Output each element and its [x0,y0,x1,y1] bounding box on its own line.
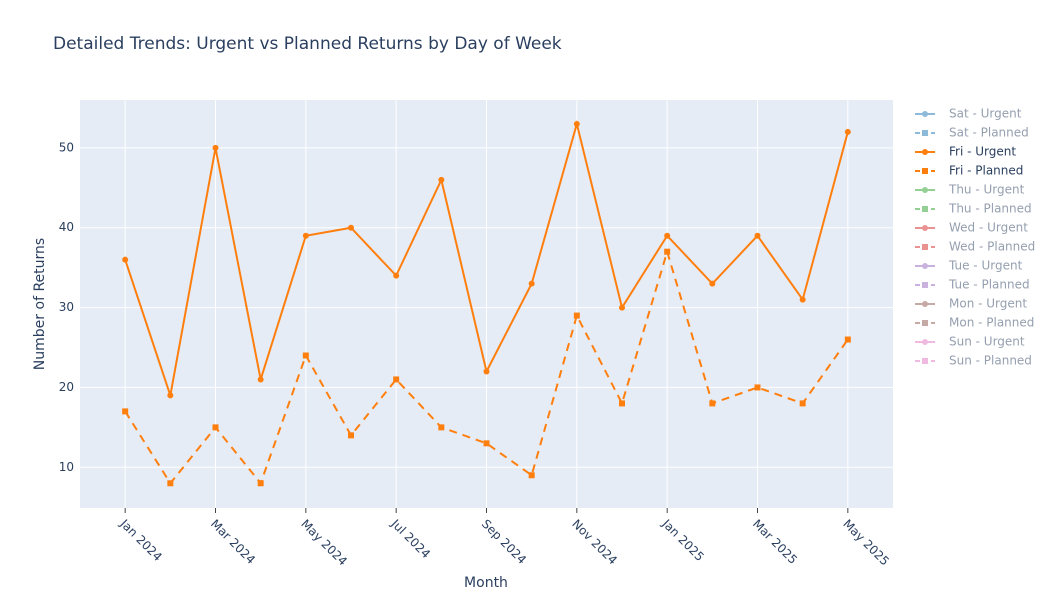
data-point [754,232,761,239]
legend-item[interactable]: Sat - Urgent [915,107,1022,121]
data-point [799,400,806,407]
y-axis-title: Number of Returns [32,238,48,370]
legend-item[interactable]: Fri - Planned [915,164,1023,178]
legend-label: Thu - Planned [948,202,1032,216]
legend-item[interactable]: Sun - Urgent [915,335,1025,349]
x-tick-label: Mar 2024 [208,517,258,567]
data-point [122,408,129,415]
x-axis-title: Month [464,575,508,591]
legend-label: Wed - Planned [949,240,1035,254]
data-point [844,128,851,135]
data-point [302,232,309,239]
data-point [348,224,354,231]
legend-label: Sun - Planned [949,354,1032,368]
legend-item[interactable]: Wed - Urgent [915,221,1028,235]
data-point [302,352,309,359]
legend-label: Mon - Planned [949,316,1034,330]
data-point [438,424,445,431]
x-tick-label: Jan 2025 [659,516,707,564]
legend-label: Wed - Urgent [949,221,1028,235]
data-point [528,472,535,479]
y-tick-label: 10 [59,460,74,474]
data-point [799,296,806,303]
data-point [212,144,219,151]
x-tick-label: May 2025 [840,517,892,569]
data-point [257,376,264,383]
legend-label: Fri - Urgent [949,145,1016,159]
legend-label: Sat - Urgent [949,107,1022,121]
data-point [844,336,851,343]
data-point [167,392,174,399]
data-point [664,248,671,255]
legend-item[interactable]: Fri - Urgent [915,145,1016,159]
data-point [573,120,580,127]
y-tick-label: 20 [59,380,74,394]
data-point [709,400,716,407]
data-point [393,272,400,279]
data-point [257,480,264,487]
legend-item[interactable]: Thu - Urgent [915,183,1025,197]
legend-item[interactable]: Mon - Urgent [915,297,1027,311]
legend-label: Fri - Planned [949,164,1023,178]
legend-label: Sat - Planned [949,126,1029,140]
legend-label: Sun - Urgent [949,335,1025,349]
data-point [212,424,219,431]
legend-marker [922,339,928,345]
legend-item[interactable]: Sat - Planned [915,126,1029,140]
legend-marker [922,130,928,136]
data-point [619,304,625,311]
legend-item[interactable]: Sun - Planned [915,354,1032,368]
legend-marker [922,149,928,155]
legend-item[interactable]: Mon - Planned [915,316,1034,330]
legend-marker [922,282,928,288]
legend-marker [922,244,928,250]
data-point [348,432,354,439]
data-point [528,280,535,287]
x-tick-label: Nov 2024 [569,517,620,568]
y-tick-label: 50 [59,140,74,154]
legend-item[interactable]: Wed - Planned [915,240,1035,254]
legend-label: Tue - Planned [948,278,1030,292]
legend-item[interactable]: Tue - Urgent [915,259,1023,273]
legend-marker [922,187,928,193]
legend-marker [922,225,928,231]
legend-marker [922,301,928,307]
series-line [124,248,849,486]
data-point [438,176,445,183]
legend-item[interactable]: Tue - Planned [915,278,1030,292]
legend-label: Mon - Urgent [949,297,1027,311]
legend-label: Thu - Urgent [948,183,1025,197]
data-point [483,440,490,447]
x-tick-label: May 2024 [298,517,350,569]
legend-marker [922,206,928,212]
legend-marker [922,111,928,117]
x-tick-label: Jul 2024 [388,516,433,561]
data-point [619,400,625,407]
legend-marker [922,168,928,174]
data-point [664,232,671,239]
x-tick-label: Mar 2025 [750,517,800,567]
data-point [709,280,716,287]
x-tick-label: Jan 2024 [117,516,165,564]
y-tick-label: 40 [59,220,74,234]
y-tick-label: 30 [59,300,74,314]
chart-title: Detailed Trends: Urgent vs Planned Retur… [53,34,562,54]
legend-item[interactable]: Thu - Planned [915,202,1032,216]
data-point [754,384,761,391]
data-point [483,368,490,375]
x-tick-label: Sep 2024 [479,517,529,567]
data-point [573,312,580,319]
legend-label: Tue - Urgent [948,259,1023,273]
legend-marker [922,263,928,269]
data-point [167,480,174,487]
data-point [122,256,129,263]
data-point [393,376,400,383]
legend-marker [922,358,928,364]
legend-marker [922,320,928,326]
